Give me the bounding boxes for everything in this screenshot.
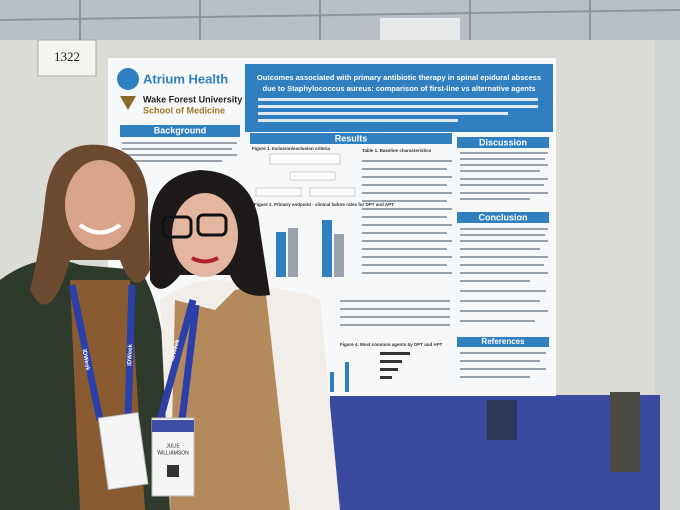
- lanyard-text: IDWeek: [170, 338, 182, 361]
- badge: [97, 411, 149, 490]
- ceiling-truss: [0, 0, 680, 60]
- atrium-logo: [117, 68, 139, 90]
- section-bar: [250, 133, 452, 144]
- person-face: [65, 160, 135, 250]
- lanyard: [124, 284, 136, 421]
- poster-title: Outcomes associated with primary antibio…: [257, 73, 541, 82]
- figure-caption: Figure 4. Most common agents by DPT and …: [340, 342, 443, 347]
- lanyard-text: IDWeek: [81, 349, 91, 372]
- poster-chart: [276, 220, 410, 392]
- section-bar: [120, 125, 240, 137]
- logo-text: Wake Forest University: [143, 94, 242, 104]
- person-smile: [78, 223, 122, 235]
- lanyard-text: IDWeek: [127, 343, 134, 365]
- booth-sign: [37, 39, 97, 77]
- body-text: [122, 142, 548, 378]
- section-title: Conclusion: [479, 212, 528, 222]
- section-bar: [457, 337, 549, 347]
- lanyard: [68, 284, 104, 421]
- badge-name: JULIE: [166, 443, 180, 449]
- wfu-logo: [120, 96, 136, 110]
- badge-header: [152, 420, 194, 432]
- glasses: [161, 213, 228, 239]
- author-lines: [258, 98, 538, 122]
- person-background: [610, 392, 640, 472]
- section-title: Background: [154, 125, 207, 135]
- section-title: Discussion: [479, 137, 527, 147]
- lanyard: [156, 299, 197, 421]
- person-lips: [191, 256, 219, 264]
- section-bar: [457, 212, 549, 223]
- booth-number: 1322: [54, 49, 80, 64]
- person-vest: [170, 285, 290, 510]
- figure-caption: Figure 2. Primary endpoint - clinical fa…: [254, 202, 394, 207]
- figure-caption: Figure 1. Inclusion/exclusion criteria: [252, 146, 331, 151]
- logo-text: Atrium Health: [143, 71, 228, 86]
- section-title: Results: [335, 133, 368, 143]
- section-title: References: [481, 337, 525, 346]
- logo-text: School of Medicine: [143, 105, 225, 115]
- badge-name: WILLIAMSON: [157, 450, 189, 456]
- speakers: [380, 18, 460, 44]
- flow-boxes: [255, 153, 356, 197]
- lanyard: [178, 304, 200, 421]
- section-bar: [457, 137, 549, 148]
- figure-caption: Table 1. Baseline characteristics: [362, 148, 432, 153]
- poster-title: due to Staphylococcus aureus: comparison…: [263, 84, 536, 93]
- badge-qr: [167, 465, 179, 477]
- person-background: [487, 400, 517, 440]
